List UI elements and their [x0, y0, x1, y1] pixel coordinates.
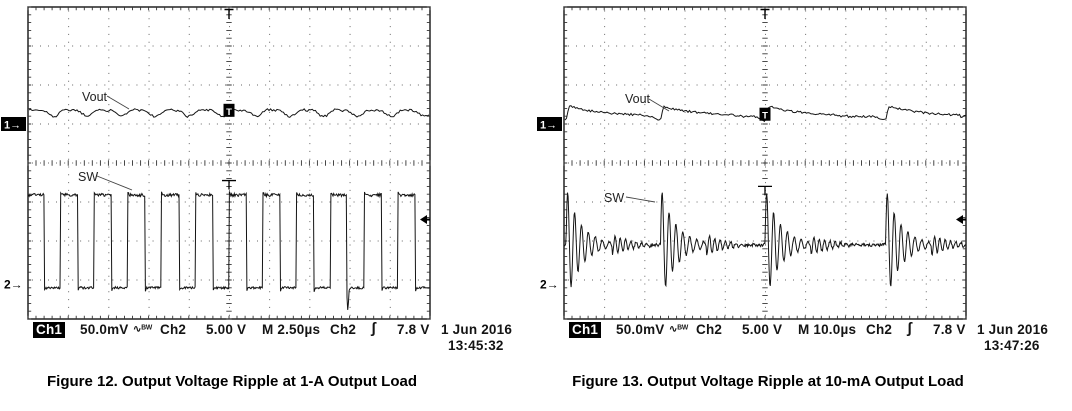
trigger-level-value: 7.8 V: [933, 322, 966, 337]
ch2-label: Ch2: [696, 322, 723, 337]
ch1-scale-value: 50.0mV: [616, 322, 665, 337]
trigger-point-label: T: [762, 111, 768, 122]
timebase-value: M 10.0µs: [798, 322, 857, 337]
grid-ticks: [563, 6, 967, 320]
figure-12: T 1→ 2→ Vout SW Ch1 50.0mV ∿ᴮᵂ Ch2 5.00 V M …: [1, 6, 536, 390]
time-value: 13:45:32: [448, 338, 504, 353]
trigger-level-arrow-icon: [956, 215, 963, 225]
trigger-point-label: T: [226, 107, 232, 118]
scope-readout-2: Ch1 50.0mV ∿ᴮᵂ Ch2 5.00 V M 10.0µs Ch2 ʃ…: [569, 320, 1072, 358]
date-value: 1 Jun 2016: [977, 322, 1049, 337]
trigger-slope-icon: ʃ: [371, 320, 377, 337]
ch1-scale-value: 50.0mV: [80, 322, 129, 337]
ch2-position-marker: 2→: [540, 278, 559, 292]
trigger-point-box: [223, 103, 235, 117]
ch1-badge: Ch1: [33, 322, 66, 338]
vout-callout-line: [648, 98, 670, 112]
figure-12-caption: Figure 12. Output Voltage Ripple at 1-A …: [47, 373, 417, 390]
sw-trace: [28, 191, 430, 310]
trigger-position-t-icon: [760, 8, 770, 19]
ch2-scale-value: 5.00 V: [742, 322, 783, 337]
vout-callout-line: [106, 95, 130, 110]
trigger-point-box: [759, 107, 771, 121]
ch1-position-marker: [1, 117, 26, 131]
time-value: 13:47:26: [984, 338, 1040, 353]
vout-callout-label: Vout: [82, 90, 108, 104]
ch1-position-marker: [537, 117, 562, 131]
trigger-level-arrow-icon: [420, 215, 427, 225]
ch1-badge: Ch1: [569, 322, 602, 338]
sw-callout-line: [96, 175, 133, 191]
ch1-coupling-icon: ∿ᴮᵂ: [133, 324, 153, 335]
trigger-source-label: Ch2: [866, 322, 893, 337]
date-value: 1 Jun 2016: [441, 322, 513, 337]
grid-dots: [32, 10, 427, 316]
grid-ticks: [27, 6, 431, 320]
trigger-time-mark: [758, 185, 772, 196]
trigger-level-value: 7.8 V: [397, 322, 430, 337]
grid-dots: [568, 10, 963, 316]
ch2-scale-value: 5.00 V: [206, 322, 247, 337]
ch1-position-label: 1→: [4, 120, 21, 132]
figure-13: T 1→ 2→ Vout SW Ch1 50.0mV ∿ᴮᵂ Ch2 5.00 V M …: [536, 0, 1072, 411]
figure-13-caption: Figure 13. Output Voltage Ripple at 10-m…: [572, 373, 964, 390]
trigger-position-t-icon: [224, 8, 234, 19]
trigger-source-label: Ch2: [330, 322, 357, 337]
oscilloscope-screen-2: T 1→ 2→ Vout SW: [537, 6, 967, 320]
ch1-coupling-icon: ∿ᴮᵂ: [669, 324, 689, 335]
oscilloscope-screen-1: T 1→ 2→ Vout SW: [1, 6, 431, 320]
trigger-time-mark: [222, 179, 236, 190]
trigger-slope-icon: ʃ: [907, 320, 913, 337]
ch2-position-marker: 2→: [4, 278, 23, 292]
sw-callout-label: SW: [78, 170, 98, 184]
scope-readout-1: Ch1 50.0mV ∿ᴮᵂ Ch2 5.00 V M 2.50µs Ch2 ʃ…: [33, 320, 536, 358]
sw-callout-label: SW: [604, 191, 624, 205]
ch2-label: Ch2: [160, 322, 187, 337]
ch1-position-label: 1→: [540, 120, 557, 132]
sw-trace: [564, 192, 967, 288]
vout-callout-label: Vout: [625, 92, 651, 106]
sw-callout-line: [625, 196, 656, 203]
timebase-value: M 2.50µs: [262, 322, 321, 337]
